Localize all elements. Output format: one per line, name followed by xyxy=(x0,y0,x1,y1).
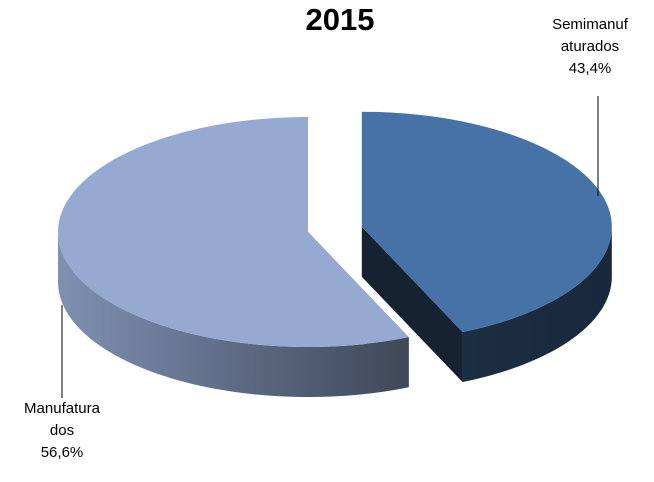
category-label: Manufaturados xyxy=(24,400,100,439)
slice-wall xyxy=(361,226,463,383)
slice-side xyxy=(462,226,612,383)
slice xyxy=(361,111,612,383)
value-label: 43,4% xyxy=(568,60,612,77)
chart-title: 2015 xyxy=(305,2,375,37)
slice-label: Manufaturados 56,6% xyxy=(23,398,101,464)
slice-side xyxy=(58,232,409,397)
slice xyxy=(58,117,409,397)
value-label: 56,6% xyxy=(40,444,84,461)
slice-top xyxy=(58,117,409,347)
slice-top xyxy=(361,111,612,333)
slice-label: Semimanufaturados 43,4% xyxy=(551,14,629,80)
category-label: Semimanufaturados xyxy=(552,16,628,55)
